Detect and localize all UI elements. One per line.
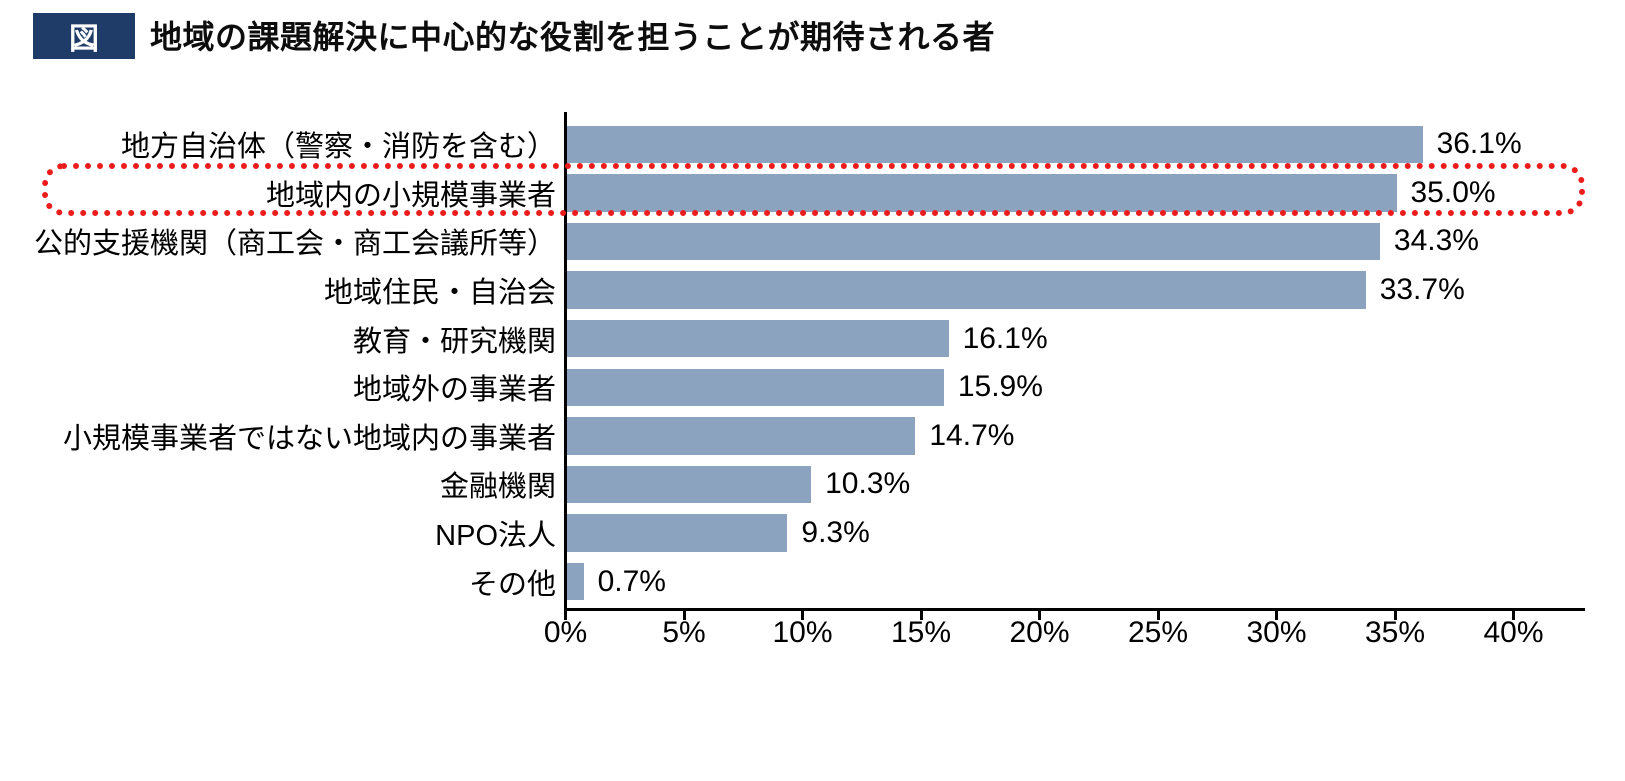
x-axis-tick-label: 30% xyxy=(1246,616,1307,649)
x-axis-tick-label: 10% xyxy=(772,616,833,649)
value-label: 0.7% xyxy=(597,564,666,598)
category-label: NPO法人 xyxy=(435,520,556,553)
x-axis-tick-mark xyxy=(919,611,923,620)
bar-track: 0.7% xyxy=(567,562,666,601)
bar-track: 36.1% xyxy=(567,125,1522,164)
bar xyxy=(567,465,812,504)
bar-row: 地域住民・自治会 33.7% xyxy=(0,266,1625,315)
bar-row: 地方自治体（警察・消防を含む） 36.1% xyxy=(0,120,1625,169)
x-axis-tick-label: 40% xyxy=(1483,616,1544,649)
value-label: 36.1% xyxy=(1436,127,1522,161)
value-label: 14.7% xyxy=(929,418,1015,452)
value-label: 15.9% xyxy=(957,370,1043,404)
value-label: 35.0% xyxy=(1410,175,1496,209)
bar xyxy=(567,174,1397,212)
x-axis-tick-mark xyxy=(801,611,804,620)
bar-track: 9.3% xyxy=(567,514,870,552)
x-axis-tick-mark xyxy=(1156,611,1160,620)
x-axis-tick-label: 15% xyxy=(890,616,952,649)
value-label: 9.3% xyxy=(801,516,870,550)
bar-row: 教育・研究機関 16.1% xyxy=(0,314,1625,363)
bar-track: 33.7% xyxy=(567,271,1465,309)
value-label: 34.3% xyxy=(1393,224,1479,258)
bar xyxy=(567,271,1366,309)
bar xyxy=(567,222,1380,261)
bar-row: 小規模事業者ではない地域内の事業者 14.7% xyxy=(0,412,1625,461)
category-label: その他 xyxy=(468,568,556,601)
bar xyxy=(567,562,584,601)
category-label: 地方自治体（警察・消防を含む） xyxy=(120,131,556,164)
x-axis-tick-label: 0% xyxy=(543,616,588,649)
value-label: 16.1% xyxy=(962,321,1048,355)
x-axis-tick-mark xyxy=(1512,611,1515,620)
page-title: 地域の課題解決に中心的な役割を担うことが期待される者 xyxy=(150,19,996,55)
x-axis-tick-label: 35% xyxy=(1364,616,1426,649)
x-axis-tick-mark xyxy=(564,611,567,620)
bar-rows: 地方自治体（警察・消防を含む） 36.1% 地域内の小規模事業者 35.0% 公的支援機… xyxy=(0,120,1625,606)
bar-row: 金融機関 10.3% xyxy=(0,460,1625,509)
category-label: 地域内の小規模事業者 xyxy=(265,179,556,212)
bar xyxy=(567,417,916,455)
bar-track: 16.1% xyxy=(567,319,1048,358)
bar-track: 34.3% xyxy=(567,222,1479,261)
x-axis-tick-mark xyxy=(1038,611,1041,620)
x-axis-tick-mark xyxy=(1393,611,1397,620)
x-axis-tick-mark xyxy=(1275,611,1278,620)
x-axis-tick-mark xyxy=(682,611,686,620)
bar-track: 35.0% xyxy=(567,174,1496,212)
value-label: 33.7% xyxy=(1379,273,1465,307)
category-label: 金融機関 xyxy=(439,471,556,504)
bar-row: NPO法人 9.3% xyxy=(0,509,1625,558)
bar-row: 地域外の事業者 15.9% xyxy=(0,363,1625,412)
bar-track: 15.9% xyxy=(567,368,1043,407)
x-axis-line xyxy=(564,608,1585,611)
bar xyxy=(567,319,949,358)
bar-track: 10.3% xyxy=(567,465,911,504)
bar-track: 14.7% xyxy=(567,417,1014,455)
x-axis-tick-label: 25% xyxy=(1127,616,1189,649)
bar-row: その他 0.7% xyxy=(0,557,1625,606)
y-axis-line xyxy=(564,112,567,610)
category-label: 小規模事業者ではない地域内の事業者 xyxy=(62,422,556,455)
figure-badge: 図 xyxy=(33,13,135,59)
bar xyxy=(567,514,788,552)
bar xyxy=(567,125,1423,164)
bar-row: 公的支援機関（商工会・商工会議所等） 34.3% xyxy=(0,217,1625,266)
category-label: 地域住民・自治会 xyxy=(323,277,556,310)
bar xyxy=(567,368,944,407)
value-label: 10.3% xyxy=(825,467,911,501)
category-label: 公的支援機関（商工会・商工会議所等） xyxy=(33,228,556,261)
x-axis-tick-label: 20% xyxy=(1009,616,1070,649)
category-label: 地域外の事業者 xyxy=(352,374,556,407)
bar-row: 地域内の小規模事業者 35.0% xyxy=(0,169,1625,218)
category-label: 教育・研究機関 xyxy=(352,325,556,358)
x-axis-tick-label: 5% xyxy=(662,616,706,649)
